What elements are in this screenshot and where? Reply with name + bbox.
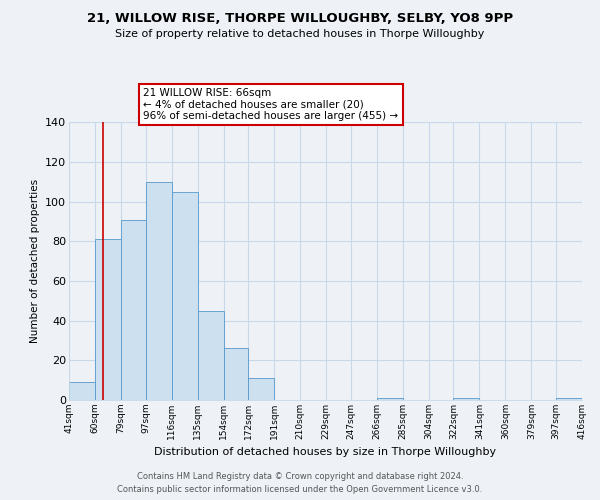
Bar — [69, 382, 95, 400]
Bar — [172, 192, 197, 400]
Bar — [95, 240, 121, 400]
Bar — [197, 311, 224, 400]
Text: Contains HM Land Registry data © Crown copyright and database right 2024.: Contains HM Land Registry data © Crown c… — [137, 472, 463, 481]
Text: 21 WILLOW RISE: 66sqm
← 4% of detached houses are smaller (20)
96% of semi-detac: 21 WILLOW RISE: 66sqm ← 4% of detached h… — [143, 88, 398, 121]
Bar — [556, 398, 582, 400]
Bar — [248, 378, 274, 400]
Text: Contains public sector information licensed under the Open Government Licence v3: Contains public sector information licen… — [118, 485, 482, 494]
Text: Size of property relative to detached houses in Thorpe Willoughby: Size of property relative to detached ho… — [115, 29, 485, 39]
Bar — [146, 182, 172, 400]
Text: 21, WILLOW RISE, THORPE WILLOUGHBY, SELBY, YO8 9PP: 21, WILLOW RISE, THORPE WILLOUGHBY, SELB… — [87, 12, 513, 26]
Y-axis label: Number of detached properties: Number of detached properties — [29, 179, 40, 344]
Bar — [454, 398, 479, 400]
Bar — [224, 348, 248, 400]
Bar — [121, 220, 146, 400]
X-axis label: Distribution of detached houses by size in Thorpe Willoughby: Distribution of detached houses by size … — [154, 448, 497, 458]
Bar — [377, 398, 403, 400]
